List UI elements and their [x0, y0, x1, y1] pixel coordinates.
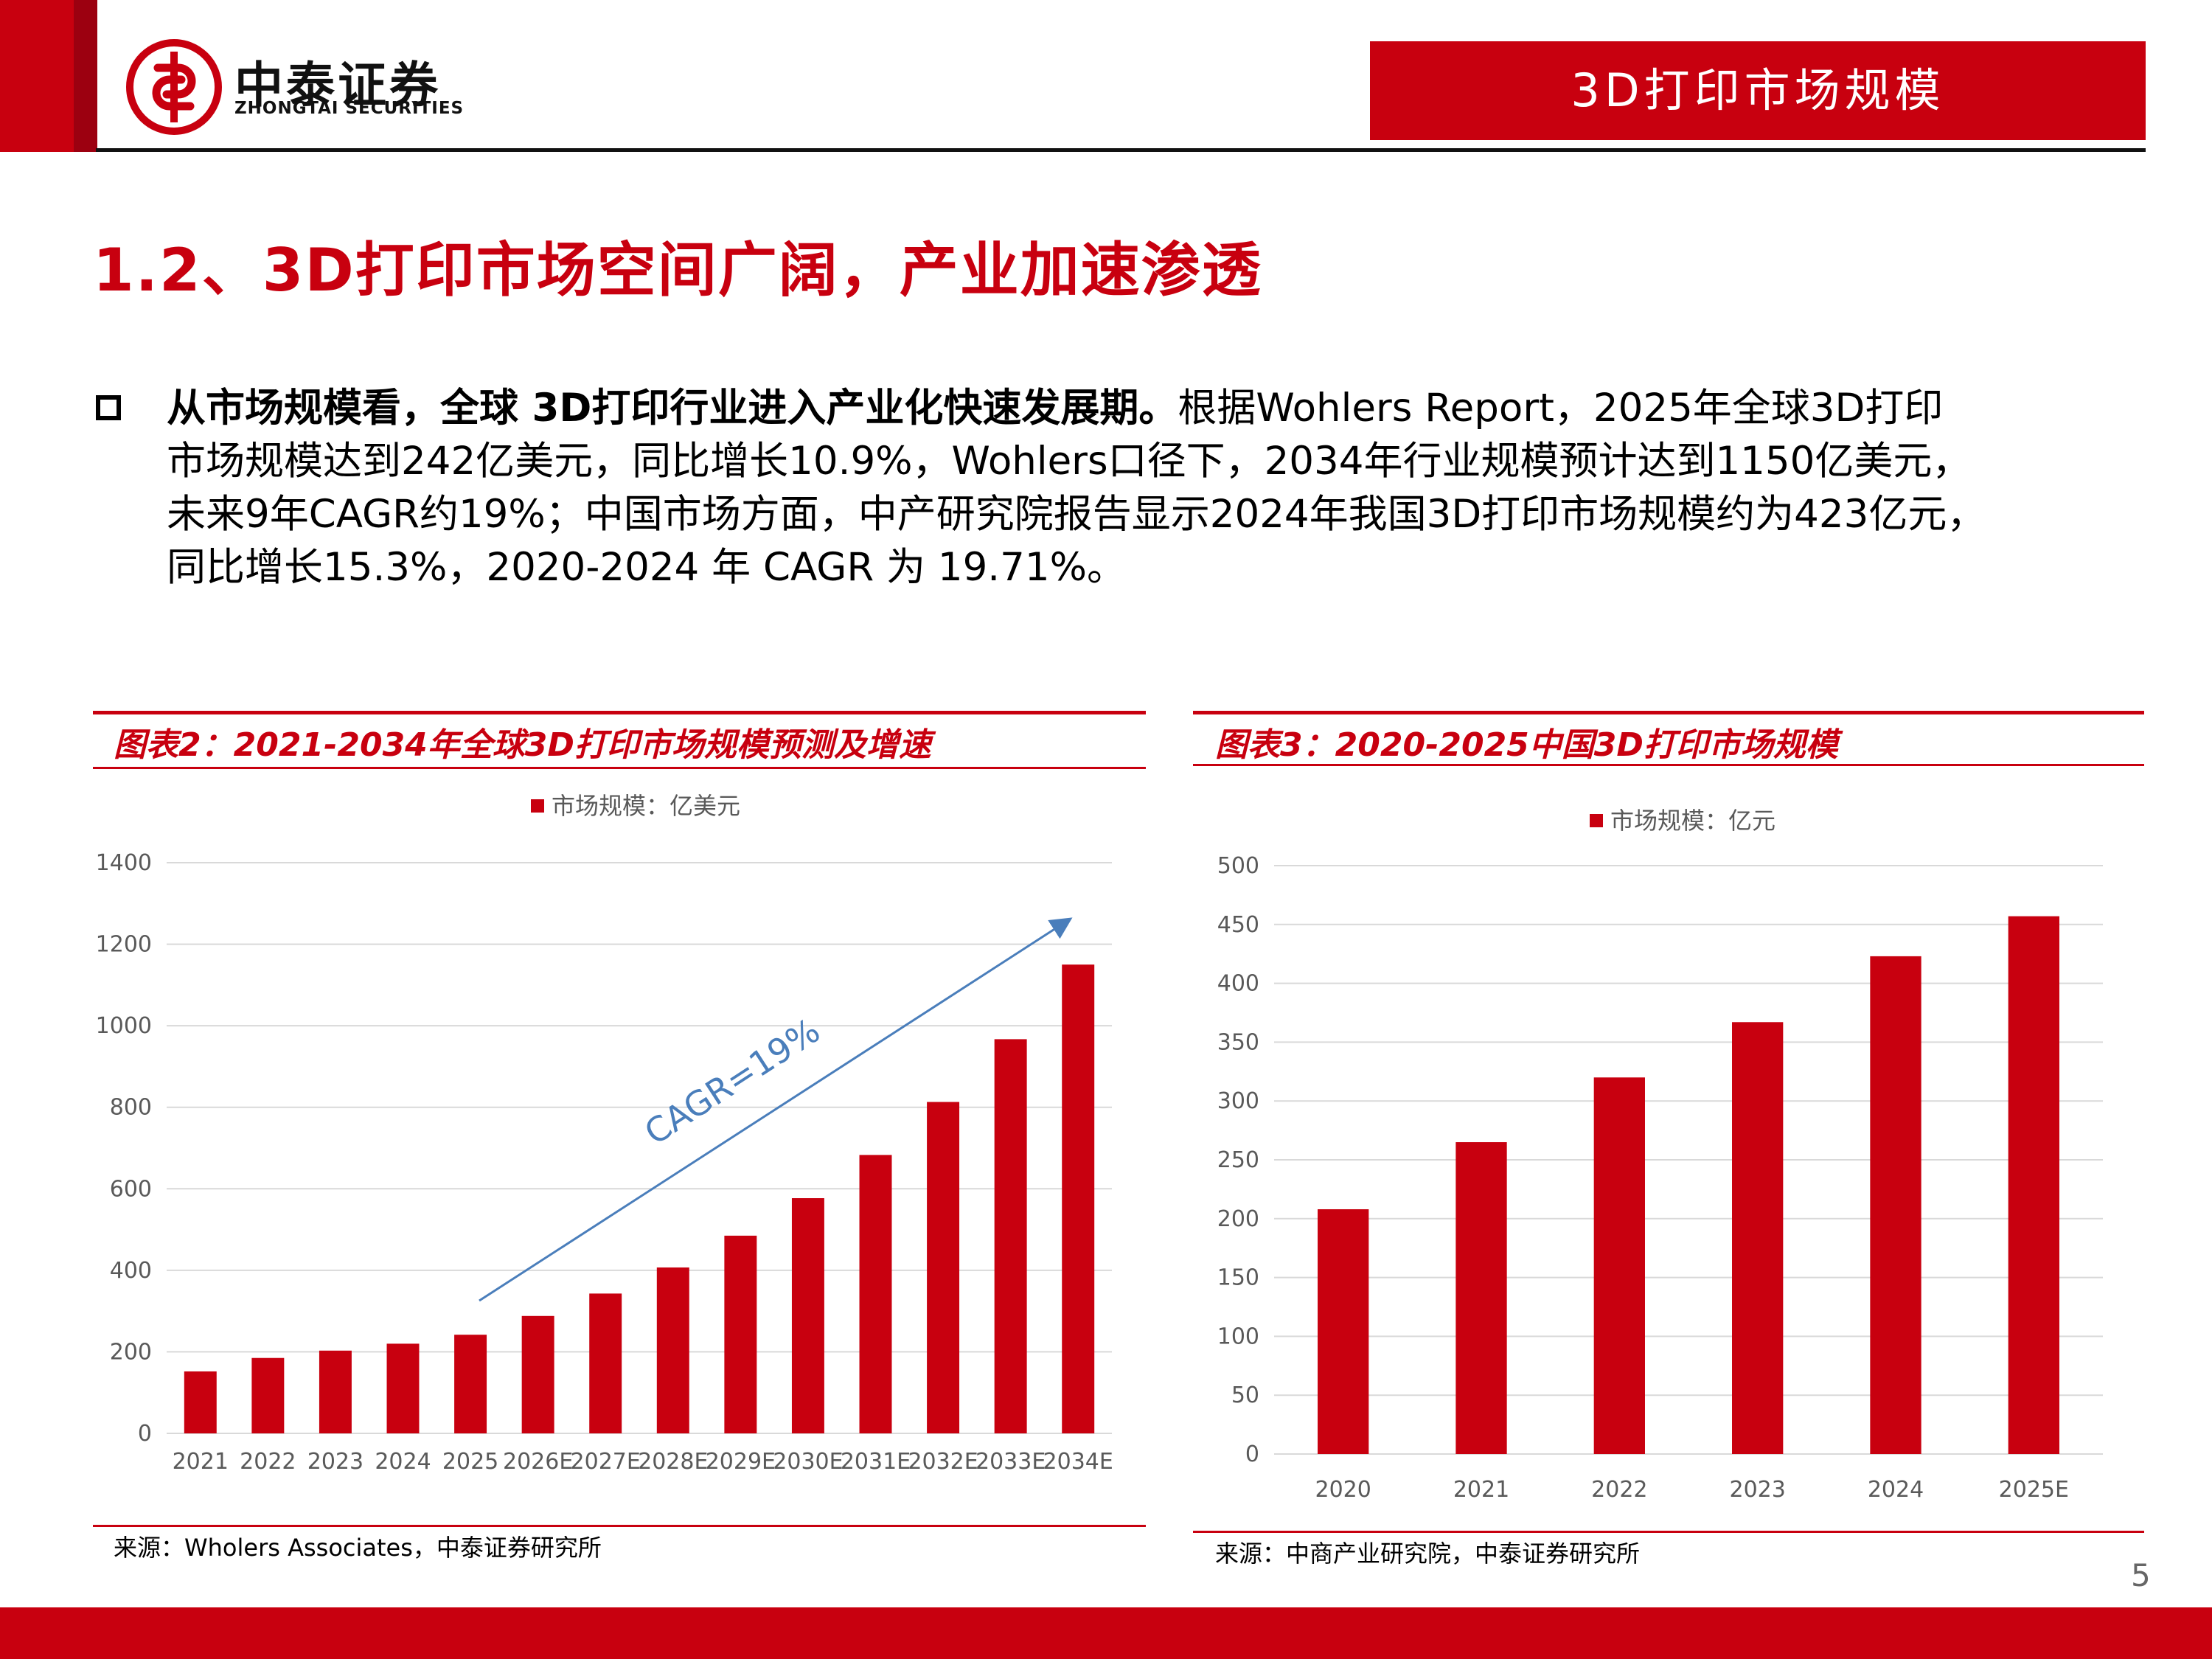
chart1-top-rule	[93, 711, 1146, 714]
chart1-bar	[994, 1039, 1027, 1433]
chart2-bottom-rule	[1193, 1531, 2144, 1533]
chart2-source: 来源：中商产业研究院，中泰证券研究所	[1215, 1540, 1641, 1568]
chart1-bar	[319, 1350, 352, 1433]
chart1-y-tick-label: 600	[110, 1176, 152, 1202]
chart1-x-tick-label: 2026E	[503, 1449, 573, 1475]
chart1-bar	[521, 1315, 554, 1433]
chart1-bar	[791, 1198, 824, 1433]
footer-band	[0, 1607, 2212, 1659]
chart1-legend-label: 市场规模：亿美元	[552, 792, 740, 820]
paragraph-lead: 从市场规模看，全球 3D打印行业进入产业化快速发展期。	[167, 386, 1178, 431]
chart1-bar	[251, 1357, 285, 1433]
chart2-plot: 0 50 100 150 200 250 300 350 400 450 500 2020 2021 20…	[1217, 807, 2103, 1503]
chart1-source: 来源：Wholers Associates，中泰证券研究所	[114, 1534, 602, 1562]
chart2-bar	[1455, 1142, 1507, 1454]
chart1-x-tick-label: 2032E	[908, 1449, 978, 1475]
chart1-x-tick-label: 2031E	[841, 1449, 911, 1475]
chart1-bar	[859, 1155, 892, 1433]
chart2-y-tick-label: 100	[1217, 1324, 1259, 1349]
chart2-x-tick-label: 2021	[1453, 1477, 1509, 1503]
chart1-bar	[927, 1102, 960, 1433]
header-divider	[96, 148, 2146, 152]
chart2-y-tick-label: 500	[1217, 853, 1259, 879]
chart1-bar	[184, 1371, 217, 1433]
chart1-y-tick-label: 400	[110, 1258, 152, 1284]
chart1-x-tick-label: 2023	[307, 1449, 364, 1475]
chart2-x-tick-label: 2025E	[1999, 1477, 2069, 1503]
chart1-y-tick-label: 200	[110, 1339, 152, 1365]
chart1-y-tick-label: 1400	[96, 850, 152, 876]
chart1-x-tick-label: 2028E	[638, 1449, 708, 1475]
chart1-x-tick-label: 2025	[442, 1449, 498, 1475]
chart2-x-tick-label: 2024	[1868, 1477, 1924, 1503]
chart2-bar	[1870, 956, 1921, 1454]
chart1-caption: 图表2：2021-2034年全球3D打印市场规模预测及增速	[114, 726, 931, 764]
page-number: 5	[2131, 1557, 2151, 1593]
paragraph-line-3: 未来9年CAGR约19%；中国市场方面，中产研究院报告显示2024年我国3D打印…	[167, 492, 1986, 537]
chart2-legend-label: 市场规模：亿元	[1610, 807, 1775, 835]
chart1-bottom-rule	[93, 1525, 1146, 1527]
logo-chinese-name: 中泰证券	[234, 57, 441, 114]
chart2-x-tick-label: 2020	[1315, 1477, 1371, 1503]
chart1-x-tick-label: 2029E	[706, 1449, 776, 1475]
chart2-y-tick-label: 50	[1231, 1382, 1259, 1408]
header-left-strip	[0, 0, 83, 152]
chart2-y-tick-label: 350	[1217, 1029, 1259, 1055]
paragraph-line-1-rest: 根据Wohlers Report，2025年全球3D打印	[1178, 386, 1944, 431]
bullet-square-icon	[96, 395, 121, 420]
chart1-y-tick-label: 1000	[96, 1013, 152, 1039]
chart1-bar	[1062, 964, 1095, 1433]
chart1-bar	[724, 1235, 757, 1433]
chart2-y-tick-label: 400	[1217, 971, 1259, 997]
chart2-y-tick-label: 0	[1245, 1441, 1259, 1467]
chart2-bar	[1732, 1022, 1784, 1454]
chart1-x-tick-label: 2030E	[773, 1449, 843, 1475]
chart2-top-rule	[1193, 711, 2144, 714]
chart1-x-tick-label: 2021	[173, 1449, 229, 1475]
chart1-plot: 0 200 400 600 800 1000 1200 1400 2021 2022 2023 202…	[96, 792, 1113, 1475]
chart1-y-tick-label: 800	[110, 1095, 152, 1121]
paragraph-line-1: 从市场规模看，全球 3D打印行业进入产业化快速发展期。根据Wohlers Rep…	[167, 382, 1943, 435]
chart1-cagr-annotation: CAGR=19%	[638, 1010, 827, 1152]
chart2-y-tick-label: 150	[1217, 1265, 1259, 1291]
paragraph-line-2: 市场规模达到242亿美元，同比增长10.9%，Wohlers口径下，2034年行…	[167, 439, 1972, 484]
chart1-x-tick-label: 2027E	[571, 1449, 641, 1475]
chart2-y-tick-label: 450	[1217, 912, 1259, 938]
chart2-x-tick-label: 2023	[1729, 1477, 1785, 1503]
chart2-bar	[1318, 1209, 1369, 1454]
chart1-y-tick-label: 0	[138, 1421, 152, 1447]
chart1-y-tick-label: 1200	[96, 932, 152, 958]
chart1-x-tick-label: 2034E	[1043, 1449, 1113, 1475]
chart1-caption-rule	[93, 767, 1146, 769]
paragraph-line-4: 同比增长15.3%，2020-2024 年 CAGR 为 19.71%。	[167, 545, 1126, 590]
chart1-cagr-arrow	[479, 917, 1073, 1302]
logo-english-name: ZHONGTAI SECURITIES	[234, 99, 465, 118]
chart1-legend-swatch	[531, 799, 544, 813]
chart2-bar	[1593, 1077, 1645, 1454]
chart2-y-tick-label: 250	[1217, 1147, 1259, 1173]
chart1-x-tick-label: 2033E	[975, 1449, 1046, 1475]
chart2-bar	[2008, 916, 2059, 1454]
chart1-x-tick-label: 2024	[375, 1449, 431, 1475]
chart2-caption-rule	[1193, 764, 2144, 766]
chart1-bar	[454, 1335, 487, 1433]
header-left-strip-shade	[74, 0, 97, 152]
chart1-bar	[386, 1343, 420, 1433]
chart1-bar	[656, 1267, 689, 1433]
chart2-caption: 图表3：2020-2025中国3D打印市场规模	[1215, 726, 1838, 764]
chart2-x-tick-label: 2022	[1591, 1477, 1647, 1503]
chart2-y-tick-label: 200	[1217, 1206, 1259, 1232]
chart2-legend-swatch	[1590, 814, 1603, 827]
chart2-y-tick-label: 300	[1217, 1088, 1259, 1114]
section-tag: 3D打印市场规模	[1370, 41, 2146, 140]
chart1-x-tick-label: 2022	[240, 1449, 296, 1475]
chart1-bar	[589, 1293, 622, 1433]
zhongtai-logo-icon	[126, 39, 222, 135]
slide-heading: 1.2、3D打印市场空间广阔，产业加速渗透	[93, 236, 1262, 305]
